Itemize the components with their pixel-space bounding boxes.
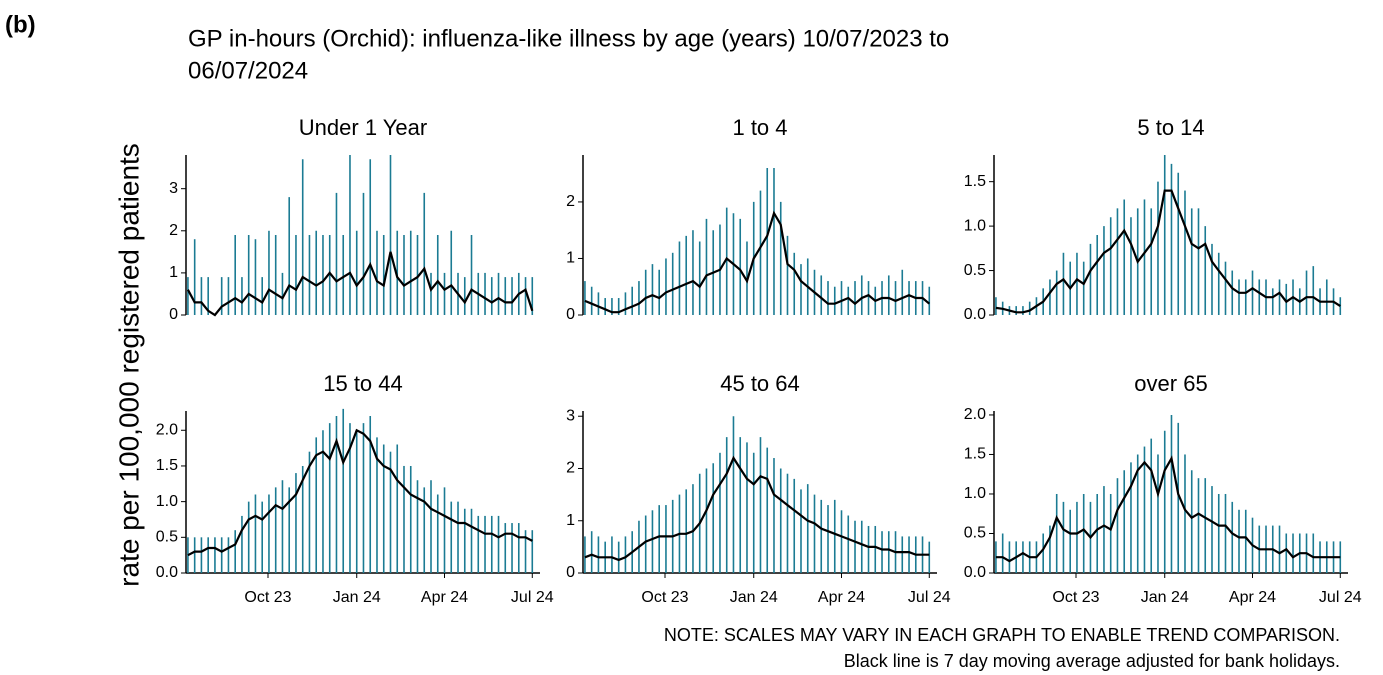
y-tick-label: 0.0 xyxy=(156,564,178,581)
y-tick-label: 1 xyxy=(566,512,575,529)
moving-average xyxy=(584,455,930,562)
y-tick-label: 0.5 xyxy=(964,525,986,542)
moving-average xyxy=(995,189,1341,314)
y-tick-label: 1 xyxy=(169,264,178,281)
panel-title: 15 to 44 xyxy=(323,371,403,396)
y-tick-label: 3 xyxy=(566,407,575,424)
panel-title: 5 to 14 xyxy=(1137,115,1204,140)
y-tick-label: 0 xyxy=(169,306,178,323)
panel-title: 1 to 4 xyxy=(732,115,787,140)
panel-title: over 65 xyxy=(1134,371,1207,396)
x-tick-label: Apr 24 xyxy=(1229,589,1276,606)
x-tick-label: Oct 23 xyxy=(641,589,688,606)
y-tick-label: 0 xyxy=(566,564,575,581)
x-tick-label: Apr 24 xyxy=(421,589,468,606)
chart-title: GP in-hours (Orchid): influenza-like ill… xyxy=(188,25,949,52)
y-tick-label: 1.5 xyxy=(964,173,986,190)
y-tick-label: 1.0 xyxy=(964,217,986,234)
y-tick-label: 1.0 xyxy=(156,493,178,510)
y-tick-label: 0.5 xyxy=(964,262,986,279)
x-tick-label: Oct 23 xyxy=(1052,589,1099,606)
x-tick-label: Oct 23 xyxy=(244,589,291,606)
y-tick-label: 1.5 xyxy=(964,446,986,463)
panel-title: 45 to 64 xyxy=(720,371,800,396)
moving-average xyxy=(187,428,533,557)
moving-average xyxy=(995,455,1341,563)
y-tick-label: 0.0 xyxy=(964,306,986,323)
y-tick-label: 1.0 xyxy=(964,485,986,502)
panel-title: Under 1 Year xyxy=(299,115,427,140)
moving-average xyxy=(584,210,931,314)
x-tick-label: Jan 24 xyxy=(333,589,381,606)
y-tick-label: 2 xyxy=(566,460,575,477)
y-tick-label: 2 xyxy=(566,193,575,210)
moving-average xyxy=(186,251,534,317)
x-tick-label: Jul 24 xyxy=(1319,589,1362,606)
chart-title: 06/07/2024 xyxy=(188,57,308,84)
panel-label: (b) xyxy=(5,11,36,38)
x-tick-label: Jul 24 xyxy=(908,589,951,606)
y-tick-label: 0 xyxy=(566,306,575,323)
note: Black line is 7 day moving average adjus… xyxy=(844,651,1340,671)
x-tick-label: Jul 24 xyxy=(511,589,554,606)
y-tick-label: 2.0 xyxy=(156,421,178,438)
y-tick-label: 0.5 xyxy=(156,529,178,546)
x-tick-label: Jan 24 xyxy=(1141,589,1189,606)
note: NOTE: SCALES MAY VARY IN EACH GRAPH TO E… xyxy=(664,625,1340,645)
y-tick-label: 3 xyxy=(169,180,178,197)
y-tick-label: 0.0 xyxy=(964,564,986,581)
y-tick-label: 2 xyxy=(169,222,178,239)
y-axis-label: rate per 100,000 registered patients xyxy=(113,143,144,587)
x-tick-label: Jan 24 xyxy=(730,589,778,606)
x-tick-label: Apr 24 xyxy=(818,589,865,606)
y-tick-label: 2.0 xyxy=(964,406,986,423)
y-tick-label: 1 xyxy=(566,250,575,267)
y-tick-label: 1.5 xyxy=(156,457,178,474)
